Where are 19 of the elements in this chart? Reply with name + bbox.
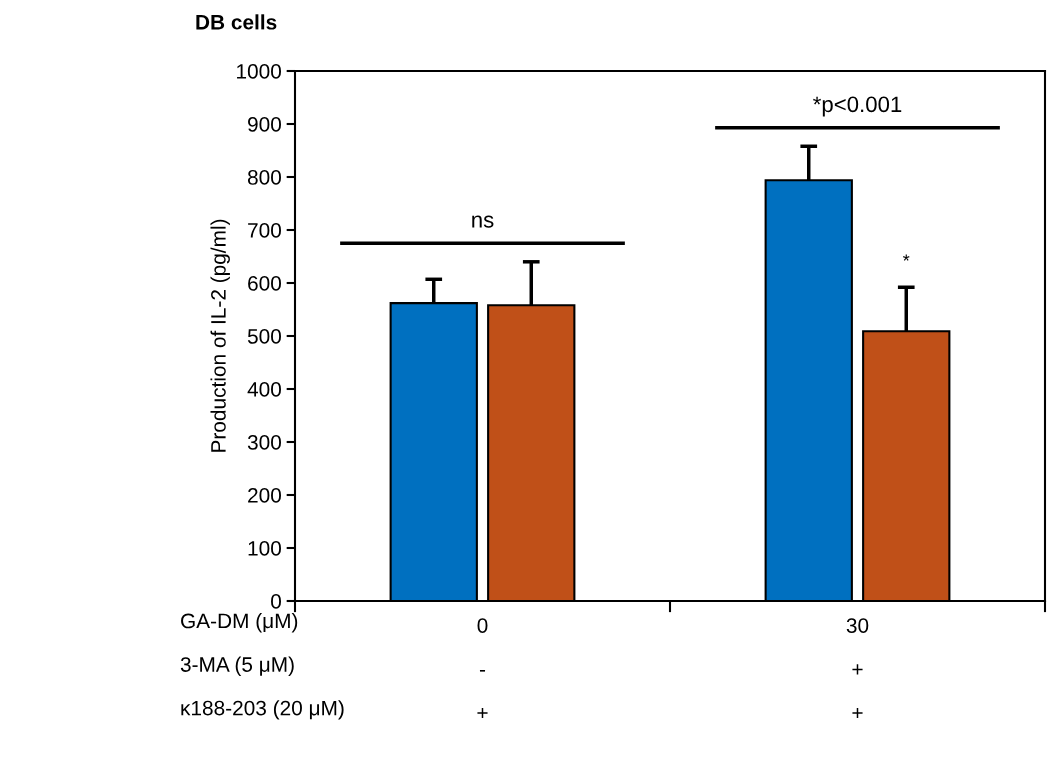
annotation: ns: [472, 215, 494, 228]
y-tick-label: 300: [247, 435, 281, 450]
y-tick-label: 200: [248, 488, 281, 503]
y-axis-title: Production of IL-2 (pg/ml): [210, 219, 230, 452]
chart-title: DB cells: [196, 14, 277, 30]
annotation: *: [903, 254, 910, 261]
y-tick-label: 800: [247, 170, 281, 185]
x-axis-title: GA-DM (μM) 3-MA (5 μM) κ188-203 (20 μM): [180, 613, 344, 720]
y-tick-label: 1000: [237, 64, 281, 79]
y-tick-label: 500: [247, 329, 281, 344]
y-tick-label: 400: [247, 382, 281, 397]
annotation: *p<0.001: [813, 96, 902, 117]
y-tick-label: 900: [248, 117, 281, 132]
y-tick-label: 700: [248, 223, 281, 238]
y-tick-label: 100: [248, 541, 281, 556]
category-label: 0 - +: [477, 618, 488, 719]
category-label: 30 + +: [846, 618, 869, 719]
y-tick-label: 0: [271, 594, 281, 609]
y-tick-label: 600: [248, 276, 281, 291]
